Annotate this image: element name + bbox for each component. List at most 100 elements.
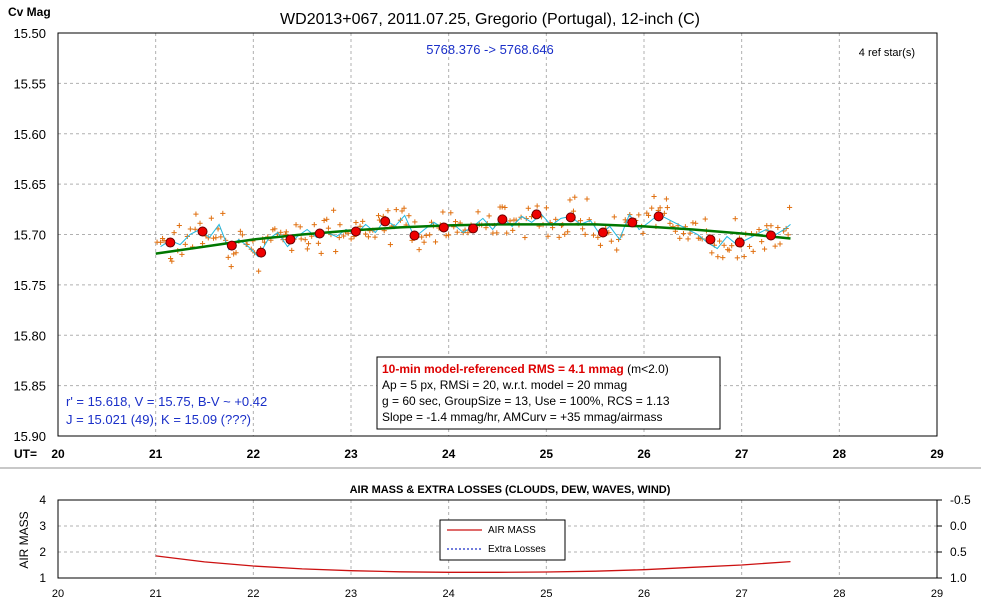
raw-point xyxy=(423,232,429,239)
main-y-tick: 15.50 xyxy=(13,26,46,41)
raw-point xyxy=(199,241,206,247)
raw-point xyxy=(734,255,740,261)
raw-point xyxy=(716,238,723,244)
ref-stars-label: 4 ref star(s) xyxy=(859,47,915,59)
raw-point xyxy=(483,225,489,231)
raw-point xyxy=(213,235,219,241)
raw-point xyxy=(645,212,652,219)
airmass-line xyxy=(155,555,791,573)
raw-point xyxy=(325,225,332,231)
raw-point xyxy=(192,226,198,232)
raw-point xyxy=(167,255,174,262)
raw-point xyxy=(360,218,366,224)
raw-point xyxy=(302,237,308,243)
raw-point xyxy=(775,224,781,231)
binned-point xyxy=(565,212,576,223)
raw-point xyxy=(465,230,471,236)
raw-point xyxy=(336,234,342,241)
info-rms-note: (m<2.0) xyxy=(624,362,669,376)
main-x-tick: 23 xyxy=(344,447,358,461)
raw-point xyxy=(406,213,412,219)
raw-point xyxy=(777,241,783,247)
main-x-tick: 24 xyxy=(442,447,456,461)
raw-point xyxy=(304,246,310,252)
raw-point xyxy=(720,255,726,261)
info-line-3: g = 60 sec, GroupSize = 13, Use = 100%, … xyxy=(382,394,670,408)
raw-point xyxy=(157,239,164,245)
air-y-tick-right: -0.5 xyxy=(950,493,971,507)
raw-point xyxy=(445,232,452,238)
raw-point xyxy=(494,230,500,236)
raw-point xyxy=(709,250,715,256)
raw-point xyxy=(387,241,394,248)
main-y-axis-label: Cv Mag xyxy=(8,5,51,19)
raw-point xyxy=(220,210,226,216)
raw-point xyxy=(549,225,556,231)
raw-point xyxy=(510,227,516,233)
raw-point xyxy=(362,231,369,237)
main-y-tick: 15.90 xyxy=(13,429,46,444)
binned-point xyxy=(380,216,391,227)
raw-point xyxy=(556,234,562,240)
main-y-tick-labels: 15.50 15.55 15.60 15.65 15.70 15.75 15.80 15.85… xyxy=(13,26,46,444)
main-x-tick-labels: 20 21 22 23 24 25 26 27 28 29 xyxy=(51,447,944,461)
raw-point xyxy=(614,247,620,253)
raw-point xyxy=(401,205,407,211)
binned-measurements xyxy=(165,209,776,258)
main-x-tick: 25 xyxy=(540,447,554,461)
raw-point xyxy=(534,203,540,209)
raw-point xyxy=(553,216,559,222)
raw-point xyxy=(239,232,246,238)
raw-point xyxy=(454,229,460,235)
main-y-tick: 15.85 xyxy=(13,379,46,394)
raw-point xyxy=(595,234,601,240)
raw-point xyxy=(649,205,655,211)
raw-point xyxy=(651,193,657,200)
raw-point xyxy=(567,197,573,203)
air-legend: AIR MASS Extra Losses xyxy=(439,519,566,561)
air-plot-frame xyxy=(57,499,938,579)
raw-point xyxy=(179,251,185,258)
raw-point xyxy=(507,218,513,224)
raw-point xyxy=(726,247,732,253)
raw-point xyxy=(341,233,347,239)
raw-point xyxy=(330,207,337,213)
main-x-tick: 20 xyxy=(51,447,65,461)
info-rms-headline: 10-min model-referenced RMS = 4.1 mmag xyxy=(382,362,624,376)
air-x-tick: 24 xyxy=(443,588,455,600)
info-line-4: Slope = -1.4 mmag/hr, AMCurv = +35 mmag/… xyxy=(382,410,662,424)
raw-point xyxy=(499,204,505,210)
air-x-tick: 21 xyxy=(150,588,162,600)
raw-point xyxy=(171,230,177,236)
raw-point xyxy=(761,246,768,252)
raw-point xyxy=(667,220,673,226)
raw-point xyxy=(693,220,699,226)
air-series xyxy=(155,555,791,573)
raw-point xyxy=(657,205,663,211)
air-x-tick-labels: 20 21 22 23 24 25 26 27 28 29 xyxy=(52,588,943,600)
air-y-tick-left: 3 xyxy=(39,519,46,533)
raw-point xyxy=(570,208,577,214)
raw-point xyxy=(421,239,427,245)
raw-point xyxy=(786,204,793,211)
raw-point xyxy=(680,231,687,237)
main-y-tick: 15.65 xyxy=(13,177,46,192)
binned-point xyxy=(226,240,237,251)
magnitudes-line-1: r' = 15.618, V = 15.75, B-V ~ +0.42 xyxy=(66,394,267,409)
raw-point xyxy=(732,216,738,222)
air-y-tick-right: 1.0 xyxy=(950,571,967,585)
raw-point xyxy=(375,212,382,219)
info-line-2: Ap = 5 px, RMSi = 20, w.r.t. model = 20 … xyxy=(382,378,627,392)
raw-point xyxy=(486,213,492,219)
raw-point xyxy=(443,233,449,239)
main-y-tick: 15.80 xyxy=(13,328,46,343)
raw-point xyxy=(702,216,708,222)
raw-point xyxy=(636,212,642,218)
raw-point xyxy=(187,226,193,232)
raw-point xyxy=(677,235,683,241)
raw-point xyxy=(759,239,765,245)
binned-point xyxy=(531,209,542,220)
raw-point xyxy=(228,263,234,270)
raw-point xyxy=(452,218,459,225)
binned-point xyxy=(438,222,449,233)
